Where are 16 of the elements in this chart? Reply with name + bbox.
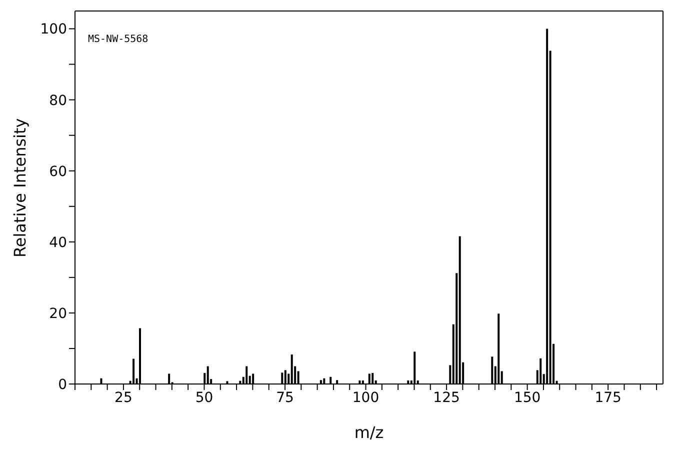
y-tick-label: 100 [40,22,67,38]
x-tick-label: 100 [352,390,380,406]
x-tick-label: 175 [594,390,622,406]
y-tick-label: 20 [49,306,67,322]
x-tick-label: 25 [114,390,132,406]
y-tick-label: 80 [49,92,67,109]
x-tick-label: 125 [433,390,460,406]
x-tick-label: 75 [276,390,294,406]
x-axis-title: m/z [354,423,384,442]
y-tick-label: 60 [49,164,67,180]
annotation: MS-NW-5568 [88,34,148,45]
y-axis-title: Relative Intensity [10,118,30,258]
y-tick-label: 40 [49,234,67,251]
x-tick-label: 50 [195,390,214,406]
y-tick-label: 0 [58,376,67,393]
x-tick-label: 150 [514,390,541,406]
